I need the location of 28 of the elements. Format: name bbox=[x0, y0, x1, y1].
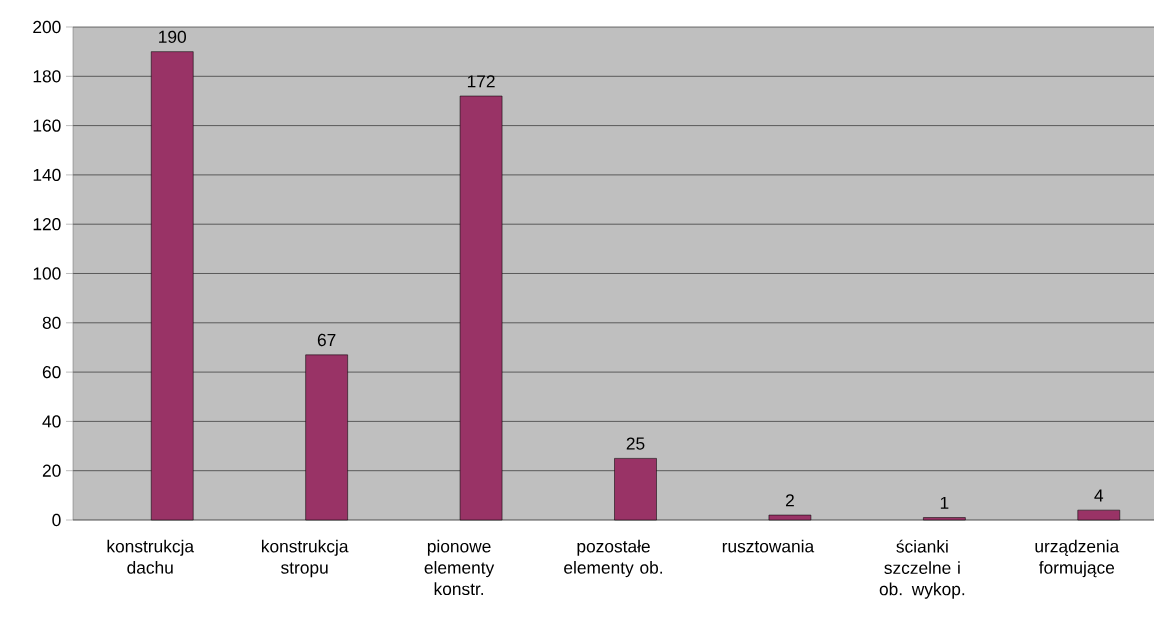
data-label: 190 bbox=[159, 30, 186, 43]
y-tick-label: 200 bbox=[33, 20, 61, 34]
y-tick-label: 120 bbox=[33, 218, 61, 231]
data-label: 172 bbox=[467, 75, 495, 88]
data-label: 67 bbox=[317, 333, 336, 347]
data-label: 4 bbox=[1094, 489, 1104, 502]
x-tick-label: ścianki szczelne i ob. wykop. bbox=[879, 539, 965, 599]
x-tick-label: urządzenia formujące bbox=[1035, 539, 1120, 578]
y-tick-label: 20 bbox=[42, 464, 61, 477]
y-tick-label: 80 bbox=[42, 316, 61, 329]
bar bbox=[768, 514, 812, 521]
data-label: 25 bbox=[626, 437, 645, 450]
x-tick-label: pionowe elementy konstr. bbox=[424, 539, 495, 596]
data-label: 2 bbox=[785, 494, 794, 507]
x-tick-label: pozostałe elementy ob. bbox=[564, 539, 663, 578]
y-tick-label: 180 bbox=[33, 70, 61, 83]
y-tick-label: 160 bbox=[33, 119, 61, 132]
x-tick-label: konstrukcja stropu bbox=[261, 539, 349, 578]
y-tick-label: 100 bbox=[33, 267, 61, 280]
x-tick-label: rusztowania bbox=[722, 539, 815, 553]
data-label: 1 bbox=[940, 496, 949, 509]
x-tick-label: konstrukcja dachu bbox=[107, 539, 195, 574]
y-tick-label: 60 bbox=[42, 365, 61, 379]
y-tick-label: 0 bbox=[52, 513, 61, 527]
bar bbox=[923, 517, 966, 521]
y-tick-label: 40 bbox=[42, 415, 61, 428]
y-tick-label: 140 bbox=[33, 168, 61, 182]
bar bbox=[1077, 509, 1121, 521]
